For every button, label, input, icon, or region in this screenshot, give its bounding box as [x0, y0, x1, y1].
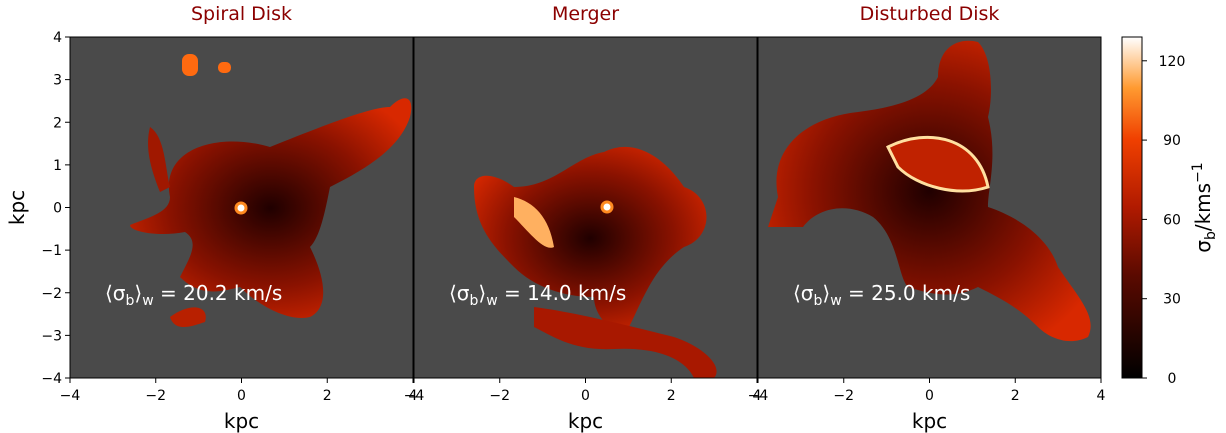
- y-axis-label: kpc: [5, 190, 29, 225]
- annotation-part: w: [830, 293, 841, 309]
- colorbar-tick-label: 30: [1163, 292, 1181, 308]
- annotation-part: =: [154, 281, 183, 305]
- colorbar: [1121, 36, 1143, 379]
- annotation-part: b: [125, 293, 134, 309]
- x-tick-label: 2: [1011, 388, 1020, 404]
- annotation-part: =: [842, 281, 871, 305]
- map-shapes: [474, 146, 717, 378]
- x-tick-label: 4: [1097, 388, 1106, 404]
- x-tick-label: 0: [237, 388, 246, 404]
- y-tick-label: −3: [41, 328, 62, 344]
- x-axis-label: kpc: [912, 409, 947, 433]
- colorbar-tick-label: 60: [1163, 212, 1181, 228]
- x-axis-label: kpc: [568, 409, 603, 433]
- annotation: ⟨σb⟩w = 25.0 km/s: [793, 281, 970, 309]
- x-tick-label: −4: [748, 388, 769, 404]
- annotation: ⟨σb⟩w = 20.2 km/s: [105, 281, 282, 309]
- colorbar-label-part: b: [1203, 231, 1219, 240]
- annotation-unit: km/s: [228, 281, 283, 305]
- colorbar-label-part: −1: [1190, 162, 1206, 183]
- annotation-part: ⟩: [478, 281, 486, 305]
- colorbar-tick-label: 90: [1163, 133, 1181, 149]
- annotation-part: ⟩: [822, 281, 830, 305]
- colorbar-tick-label: 120: [1159, 54, 1186, 70]
- annotation-value: 25.0: [871, 281, 916, 305]
- x-tick-label: −2: [145, 388, 166, 404]
- y-tick-label: 1: [53, 158, 62, 174]
- map-shapes: [768, 40, 1091, 342]
- colorbar-label-part: /kms: [1191, 183, 1215, 231]
- x-tick-label: −4: [60, 388, 81, 404]
- x-tick-label: −2: [833, 388, 854, 404]
- annotation-part: ⟨σ: [105, 281, 126, 305]
- annotation-part: b: [469, 293, 478, 309]
- annotation-part: ⟨σ: [793, 281, 814, 305]
- annotation-part: ⟩: [134, 281, 142, 305]
- x-tick-label: 4: [753, 388, 762, 404]
- x-axis-label: kpc: [224, 409, 259, 433]
- x-tick-label: 0: [925, 388, 934, 404]
- panel-title: Spiral Disk: [191, 3, 292, 25]
- y-tick-label: −1: [41, 243, 62, 259]
- annotation-value: 14.0: [527, 281, 572, 305]
- annotation-part: w: [486, 293, 497, 309]
- y-tick-label: 4: [53, 30, 62, 46]
- colorbar-tick-label: 0: [1168, 371, 1177, 387]
- maps: [130, 40, 1091, 378]
- panel-title: Merger: [552, 3, 619, 25]
- x-tick-label: 2: [667, 388, 676, 404]
- y-tick-label: −2: [41, 286, 62, 302]
- panel-title: Disturbed Disk: [860, 3, 1000, 25]
- y-tick-label: 0: [53, 201, 62, 217]
- x-tick-label: −4: [404, 388, 425, 404]
- y-tick-label: 3: [53, 73, 62, 89]
- x-tick-label: 2: [323, 388, 332, 404]
- annotation-part: =: [498, 281, 527, 305]
- annotation-unit: km/s: [916, 281, 971, 305]
- x-tick-label: 0: [581, 388, 590, 404]
- map-shapes: [130, 54, 412, 327]
- y-tick-label: 2: [53, 115, 62, 131]
- y-tick-label: −4: [41, 371, 62, 387]
- annotation-part: b: [813, 293, 822, 309]
- colorbar-label-part: σ: [1191, 240, 1215, 253]
- colorbar-label: σb/kms−1: [1190, 162, 1219, 252]
- annotation-unit: km/s: [572, 281, 627, 305]
- annotation-value: 20.2: [183, 281, 228, 305]
- x-tick-label: −2: [489, 388, 510, 404]
- annotation-part: ⟨σ: [449, 281, 470, 305]
- annotation: ⟨σb⟩w = 14.0 km/s: [449, 281, 626, 309]
- x-tick-label: 4: [409, 388, 418, 404]
- annotation-part: w: [142, 293, 153, 309]
